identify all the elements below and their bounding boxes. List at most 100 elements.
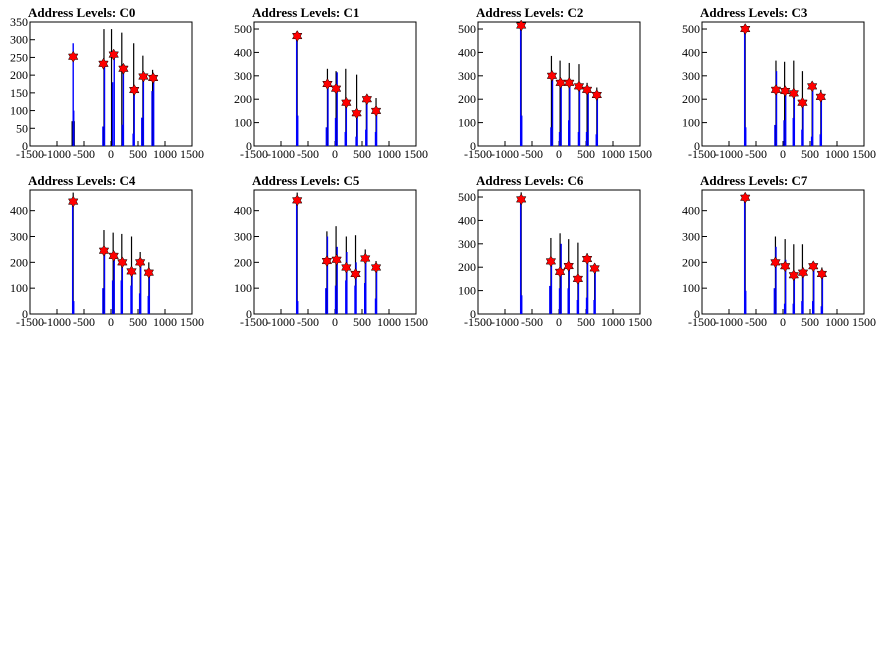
- y-tick-label: 50: [16, 121, 28, 135]
- y-tick-label: 400: [234, 204, 252, 218]
- peak-marker: [581, 253, 593, 266]
- x-tick-label: -1500: [240, 315, 268, 329]
- chart-panel: Address Levels: C0 0 50 100 150 200 250 300 350 -…: [0, 0, 224, 168]
- x-tick-label: 500: [577, 315, 595, 329]
- peak-marker: [770, 256, 781, 269]
- peak-marker: [341, 96, 352, 109]
- peak-marker: [779, 85, 791, 98]
- y-tick-label: 100: [234, 116, 252, 130]
- y-tick-label: 150: [10, 86, 28, 100]
- x-tick-label: 1000: [377, 147, 401, 161]
- y-tick-label: 300: [458, 69, 476, 83]
- y-tick-label: 500: [458, 22, 476, 36]
- x-tick-label: -1000: [267, 147, 295, 161]
- x-tick-label: 1000: [153, 315, 177, 329]
- chart-svg: Address Levels: C30100200300400500-1500-…: [682, 5, 876, 161]
- x-tick-label: 1500: [628, 315, 652, 329]
- chart-svg: Address Levels: C60100200300400500-1500-…: [458, 173, 652, 329]
- y-tick-label: 300: [234, 69, 252, 83]
- peak-marker: [797, 266, 809, 279]
- x-tick-label: 1500: [628, 147, 652, 161]
- chart-svg: Address Levels: C5 0 100 200 300 400 -1500 -100…: [234, 173, 428, 329]
- peak-marker: [806, 80, 818, 93]
- chart-title: Address Levels: C0: [28, 5, 135, 20]
- peak-marker: [98, 244, 110, 257]
- y-tick-label: 100: [10, 104, 28, 118]
- x-tick-label: 0: [780, 315, 786, 329]
- peak-marker: [138, 70, 149, 83]
- peak-marker: [815, 90, 826, 103]
- peak-marker: [788, 87, 799, 100]
- y-tick-label: 0: [22, 307, 28, 321]
- peak-marker: [740, 191, 751, 204]
- peak-marker: [370, 261, 382, 274]
- x-tick-label: 0: [556, 315, 562, 329]
- x-tick-label: 1500: [180, 315, 204, 329]
- x-tick-label: 1500: [852, 315, 876, 329]
- x-tick-label: 1000: [825, 315, 849, 329]
- peak-marker: [292, 194, 303, 207]
- peak-marker: [126, 265, 137, 278]
- peak-marker: [134, 256, 146, 269]
- y-tick-label: 0: [470, 139, 476, 153]
- x-tick-label: 1500: [404, 315, 428, 329]
- x-tick-label: -1000: [491, 315, 519, 329]
- chart-panel: Address Levels: C2 0 100 200 300 400 500 -1500-…: [448, 0, 672, 168]
- peak-marker: [546, 69, 558, 82]
- y-tick-label: 300: [682, 230, 700, 244]
- x-tick-label: -1500: [688, 315, 716, 329]
- peak-marker: [98, 57, 109, 70]
- x-tick-label: -1000: [715, 147, 743, 161]
- x-tick-label: 1000: [601, 315, 625, 329]
- x-tick-label: 1000: [153, 147, 177, 161]
- chart-title: Address Levels: C6: [476, 173, 584, 188]
- y-tick-label: 200: [234, 255, 252, 269]
- x-tick-label: -1500: [16, 147, 44, 161]
- x-tick-label: 1000: [377, 315, 401, 329]
- plot-frame: [29, 189, 193, 315]
- x-tick-label: -500: [521, 315, 543, 329]
- x-tick-label: -500: [745, 315, 767, 329]
- peak-marker: [516, 193, 527, 206]
- peak-marker: [322, 78, 333, 90]
- y-tick-label: 200: [682, 92, 700, 106]
- y-tick-label: 200: [682, 255, 700, 269]
- y-tick-label: 250: [10, 50, 28, 64]
- y-tick-label: 400: [458, 45, 476, 59]
- plot-frame: [701, 189, 865, 315]
- x-tick-label: 0: [332, 147, 338, 161]
- chart-title: Address Levels: C1: [252, 5, 359, 20]
- peak-marker: [563, 260, 574, 273]
- chart-title: Address Levels: C5: [252, 173, 360, 188]
- peak-marker: [68, 195, 79, 208]
- y-tick-label: 200: [458, 260, 476, 274]
- y-tick-label: 0: [470, 307, 476, 321]
- x-tick-label: -500: [521, 147, 543, 161]
- chart-panel: Address Levels: C6 0 100 200 300 400 500 -1500-…: [448, 168, 672, 336]
- y-tick-label: 0: [694, 307, 700, 321]
- chart-svg: Address Levels: C4 0 100 200 300 400 -1500 -100…: [10, 173, 204, 329]
- peak-marker: [117, 256, 128, 269]
- peak-marker: [321, 255, 333, 268]
- x-tick-label: 500: [801, 315, 819, 329]
- x-tick-label: 500: [577, 147, 595, 161]
- x-tick-label: 500: [801, 147, 819, 161]
- x-tick-label: 500: [353, 315, 371, 329]
- chart-panel: Address Levels: C7 0 100 200 300 400 -1500 -100…: [672, 168, 896, 336]
- chart-svg: Address Levels: C0 0 50 100 150 200 250 300 350 -…: [10, 5, 204, 161]
- x-tick-label: -500: [73, 315, 95, 329]
- chart-title: Address Levels: C3: [700, 5, 808, 20]
- peak-marker: [555, 76, 566, 89]
- x-tick-label: -500: [297, 147, 319, 161]
- y-tick-label: 100: [234, 281, 252, 295]
- x-tick-label: -1000: [43, 147, 71, 161]
- chart-title: Address Levels: C2: [476, 5, 583, 20]
- x-tick-label: 1500: [180, 147, 204, 161]
- peak-marker: [808, 260, 819, 273]
- y-tick-label: 300: [10, 230, 28, 244]
- x-tick-label: -1000: [715, 315, 743, 329]
- peak-marker: [361, 93, 373, 106]
- y-tick-label: 0: [22, 139, 28, 153]
- peak-marker: [129, 84, 140, 97]
- chart-svg: Address Levels: C10100200300400500-1500-…: [234, 5, 428, 161]
